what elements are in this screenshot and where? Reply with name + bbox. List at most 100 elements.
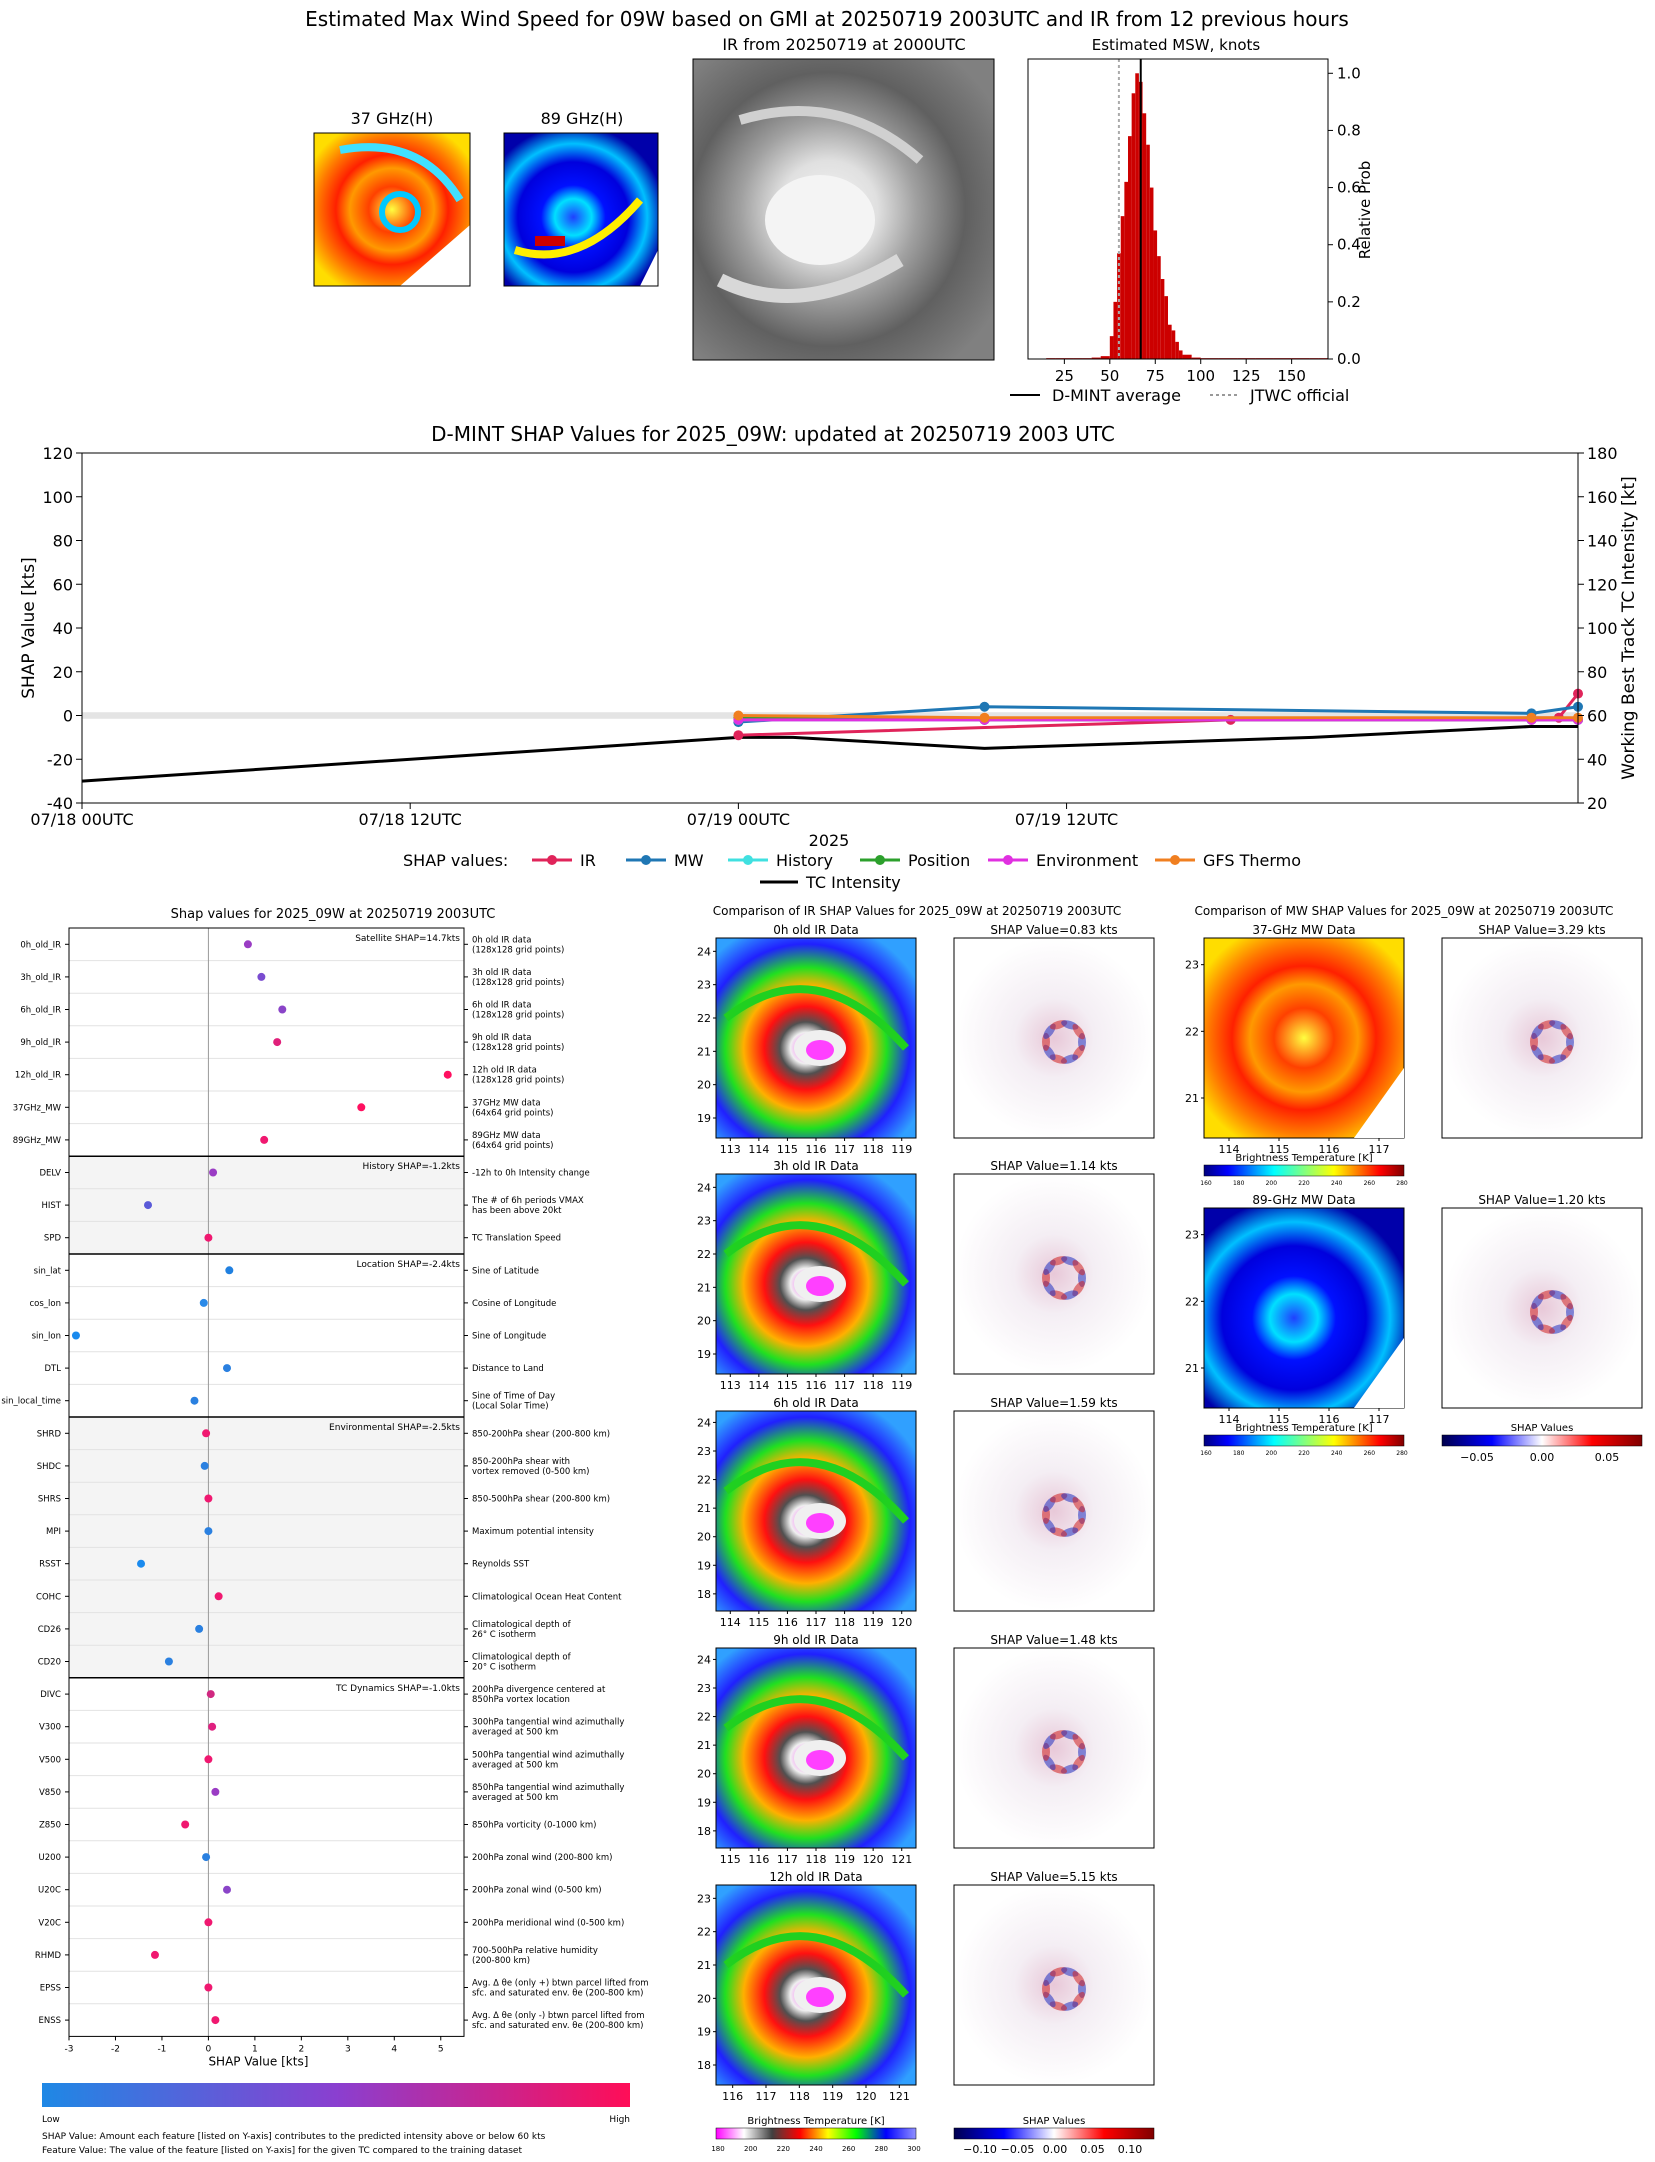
map-ytick-label: 23 [697,979,711,992]
feature-description: has been above 20kt [472,1206,562,1216]
mw-bt-tick: 220 [1298,1180,1310,1187]
feature-shap-point [223,1885,231,1894]
feature-shap-point [206,1690,215,1699]
hist-ytick-label: 0.2 [1337,293,1361,311]
feature-frame [68,927,465,2037]
map-xtick-label: 115 [748,1616,769,1629]
ir-title: IR from 20250719 at 2000UTC [722,35,965,54]
feature-value-colorbar: Low High [42,2083,630,2125]
feature-name: MPI [46,1527,61,1537]
ir-shap-tick: 0.05 [1080,2143,1105,2156]
ir-shap-tick: 0.00 [1043,2143,1068,2156]
feature-description: 200hPa divergence centered at [472,1685,606,1695]
map-ytick-label: 21 [1185,1092,1199,1105]
colorbar-low: Low [42,2115,60,2125]
hist-bar [1171,330,1176,359]
hist-xtick-label: 75 [1146,367,1165,385]
feature-description: averaged at 500 km [472,1728,558,1738]
ts-ytick-label: 120 [42,444,73,463]
group-label: Environmental SHAP=-2.5kts [329,1423,460,1433]
feature-shap-point [243,940,252,949]
shap-frame [1441,937,1643,1139]
map-xtick-label: 116 [1319,1143,1340,1156]
feature-name: RHMD [35,1951,62,1961]
feature-description: Avg. Δ θe (only -) btwn parcel lifted fr… [472,2011,645,2021]
map-ytick-label: 19 [697,1348,711,1361]
feature-xtick-label: 0 [206,2044,212,2054]
mw-bt-tick: 240 [1331,1180,1343,1187]
map-ytick-label: 19 [697,1112,711,1125]
feature-description: Reynolds SST [472,1560,530,1570]
map-ytick-label: 21 [697,1739,711,1752]
ir-bt-tick: 180 [711,2145,724,2153]
feature-description: 9h old IR data [472,1033,531,1043]
feature-name: DIVC [40,1690,61,1700]
shap-map [954,1174,1154,1374]
hist-bar [1182,354,1192,359]
map-ytick-label: 21 [1185,1362,1199,1375]
shap-blob [1072,1733,1085,1750]
ir-comparison: 0h old IR Data 113 114 115 116 117 118 119 24 23 2… [697,923,1155,2156]
feature-description: averaged at 500 km [472,1793,558,1803]
feature-name: SPD [44,1234,62,1244]
map-ytick-label: 22 [697,1248,711,1261]
mw-shap-colorbar [1441,1434,1643,1447]
feature-description: (128x128 grid points) [472,1076,564,1086]
map-xtick-label: 118 [789,2090,810,2103]
legend-swatch-dot [1003,855,1013,865]
legend-swatch-dot [875,855,885,865]
ts-y2tick-label: 40 [1587,750,1607,769]
mw-shap-title: SHAP Value=1.20 kts [1478,1193,1605,1207]
ts-xtick-label: 07/19 00UTC [687,810,790,829]
map-ytick-label: 20 [697,1079,711,1092]
mw-bt-colorbar [1203,1164,1405,1177]
feature-xlabel: SHAP Value [kts] [208,2054,308,2068]
map-ytick-label: 18 [697,2059,711,2072]
shap-frame [953,1410,1155,1612]
feature-name: 89GHz_MW [13,1136,62,1146]
series-point [1526,712,1537,723]
feature-xtick-label: 3 [345,2044,351,2054]
ts-xtick-label: 07/19 12UTC [1015,810,1118,829]
series-point [733,730,744,741]
map-ytick-label: 23 [697,1445,711,1458]
ts-y2tick-label: 180 [1587,444,1618,463]
map-ytick-label: 20 [697,1992,711,2005]
feature-shap-point [200,1461,209,1470]
shap-map [954,938,1154,1138]
msw-histogram: 25 50 75 100 125 150 0.0 0.2 0.4 0.6 0.8 1.0 Relativ… [1027,58,1374,385]
swath-edge [1354,1338,1404,1408]
ts-ylabel: SHAP Value [kts] [19,557,39,699]
storm-eye [806,1987,834,2007]
map-xtick-label: 117 [1369,1143,1390,1156]
mw-shap-tick: −0.05 [1460,1451,1494,1464]
feature-description: Climatological Ocean Heat Content [472,1592,622,1602]
map-xtick-label: 115 [1269,1413,1290,1426]
feature-shap-point [211,1787,220,1796]
storm-eye [806,1276,834,1296]
ir-bt-tick: 240 [809,2145,822,2153]
shap-frame [953,937,1155,1139]
hist-bar [1168,324,1172,359]
storm-band [723,1458,909,1524]
map-ytick-label: 21 [697,1281,711,1294]
legend-tc-label: TC Intensity [805,873,901,892]
feature-shap-point [150,1950,159,1959]
feature-xtick-label: -3 [65,2044,74,2054]
feature-name: 12h_old_IR [15,1071,61,1081]
map-ytick-label: 19 [697,1559,711,1572]
mw-shap-title: SHAP Value=3.29 kts [1478,923,1605,937]
feature-shap-point [273,1038,282,1047]
map-ytick-label: 23 [1185,959,1199,972]
feature-description: TC Translation Speed [471,1234,561,1244]
feature-name: V500 [39,1755,61,1765]
legend-swatch-dot [1170,855,1180,865]
feature-name: 37GHz_MW [13,1103,62,1113]
hist-bar [1142,113,1147,360]
feature-description: (64x64 grid points) [472,1108,553,1118]
mw-bt-tick: 160 [1200,1180,1212,1187]
mw-bt-colorbar [1203,1434,1405,1447]
ir-bt-tick: 260 [842,2145,855,2153]
feature-description: (64x64 grid points) [472,1141,553,1151]
tc-intensity-line [81,724,1578,783]
